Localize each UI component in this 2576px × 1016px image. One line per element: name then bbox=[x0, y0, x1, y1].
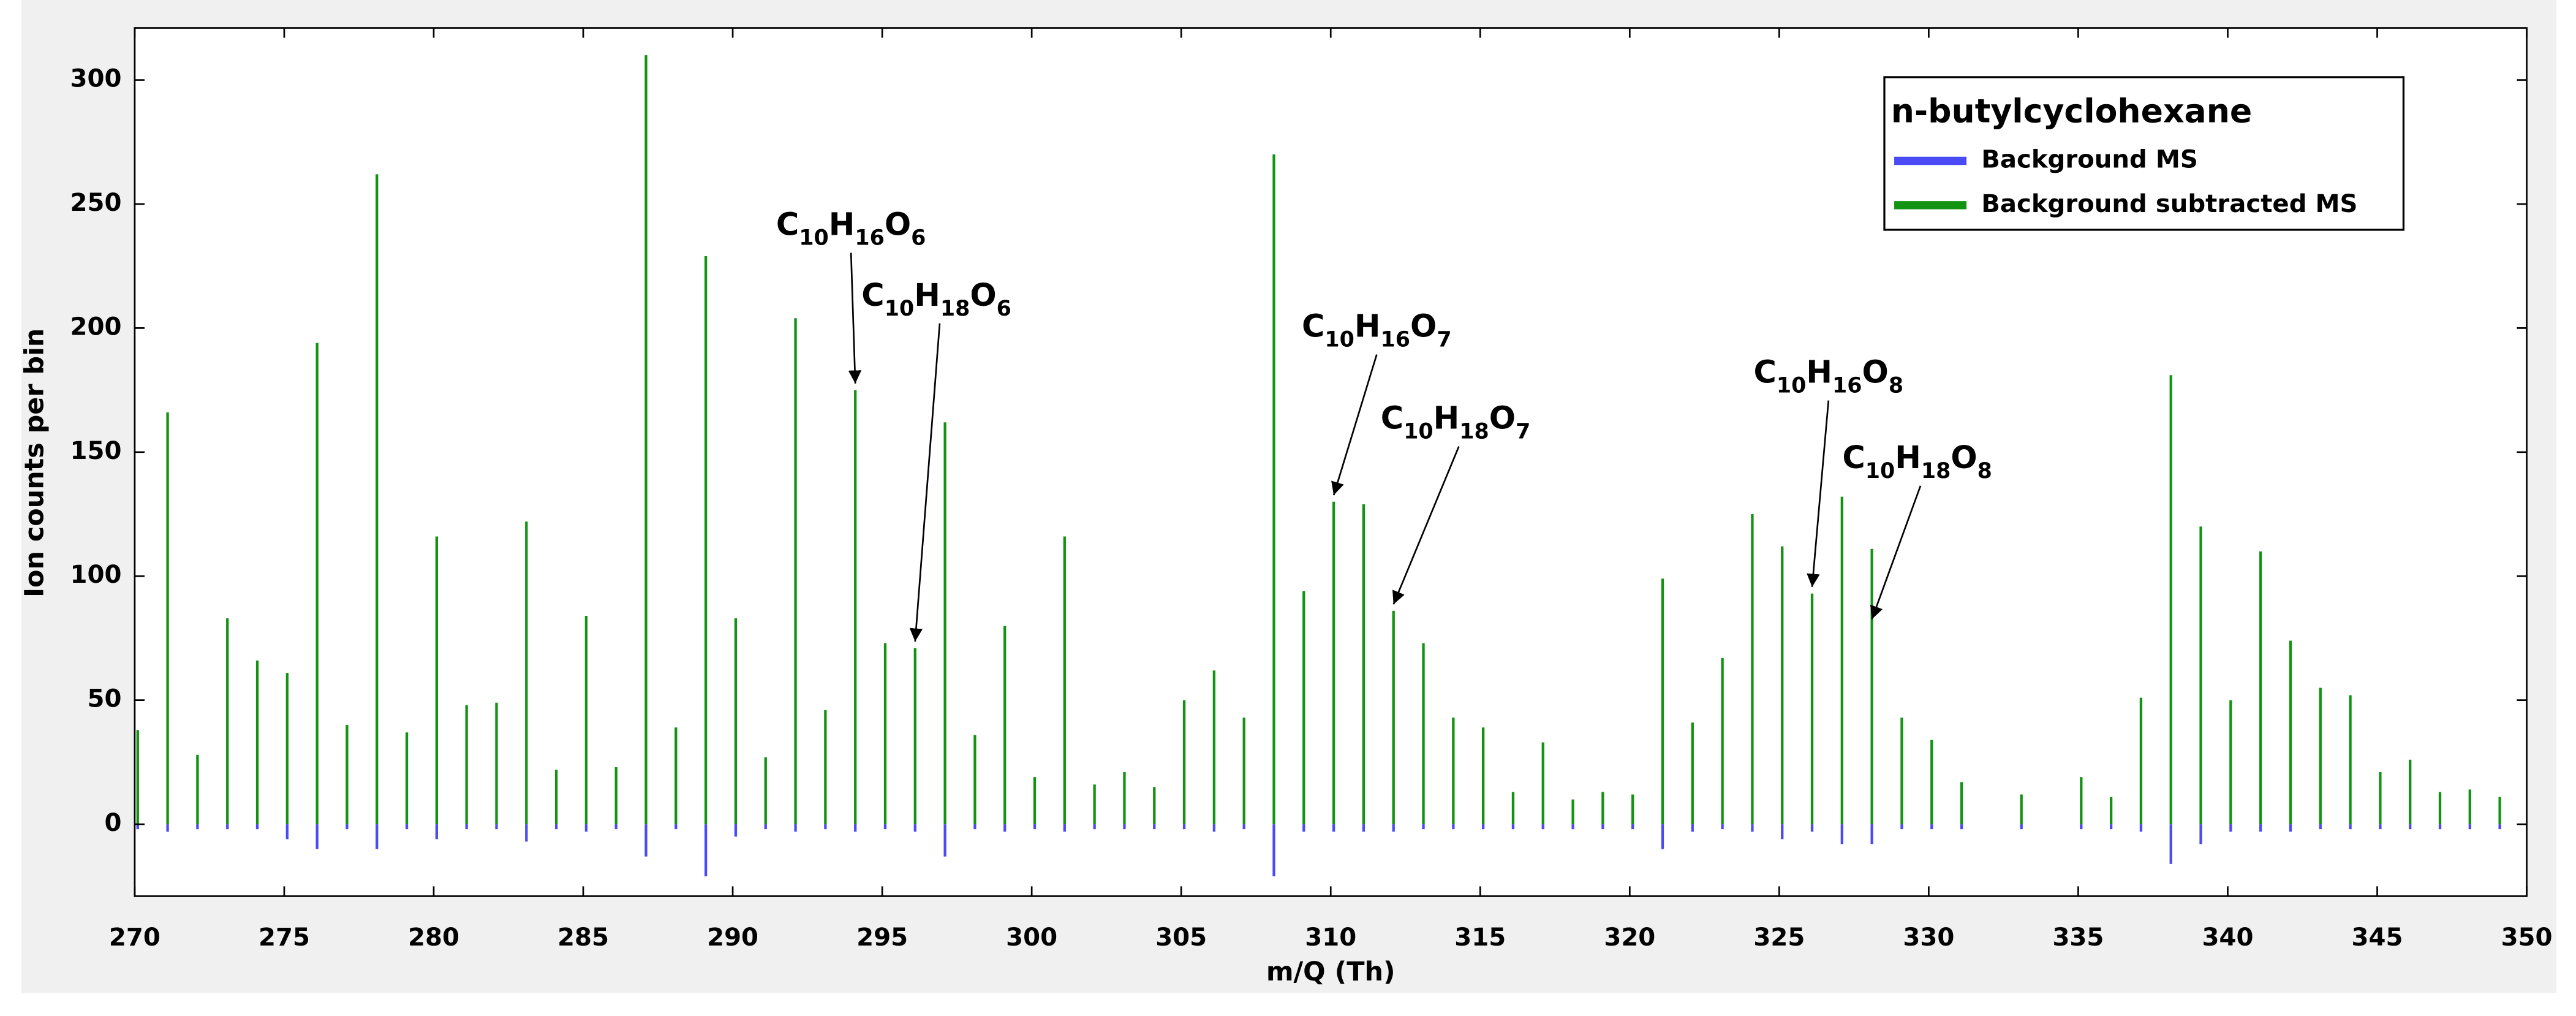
x-tick-label: 345 bbox=[2352, 923, 2403, 952]
annotation-label: C10H16O8 bbox=[1754, 355, 1904, 398]
x-tick-label: 350 bbox=[2501, 923, 2553, 952]
x-tick-label: 310 bbox=[1305, 923, 1356, 952]
x-tick-label: 290 bbox=[707, 923, 758, 952]
legend: n-butylcyclohexane Background MS Backgroun… bbox=[1883, 76, 2405, 231]
plot-frame bbox=[134, 27, 2528, 897]
y-tick-label: 200 bbox=[70, 313, 122, 341]
legend-label: Background subtracted MS bbox=[1981, 190, 2357, 218]
y-tick-label: 50 bbox=[87, 685, 121, 713]
x-tick-label: 325 bbox=[1753, 923, 1805, 952]
x-tick-label: 330 bbox=[1903, 923, 1954, 952]
annotation-label: C10H18O7 bbox=[1381, 401, 1531, 444]
annotation-arrow bbox=[1392, 446, 1460, 605]
annotation-arrow bbox=[909, 323, 941, 642]
x-tick-label: 315 bbox=[1454, 923, 1506, 952]
y-axis-label: Ion counts per bin bbox=[19, 328, 50, 597]
annotation-label: C10H16O6 bbox=[776, 207, 926, 251]
y-tick-label: 150 bbox=[70, 437, 122, 465]
x-tick-label: 305 bbox=[1155, 923, 1207, 952]
annotation-arrow bbox=[1870, 485, 1922, 620]
legend-box bbox=[1883, 76, 2405, 231]
x-tick-label: 340 bbox=[2202, 923, 2253, 952]
x-tick-label: 270 bbox=[109, 923, 161, 952]
legend-label: Background MS bbox=[1981, 146, 2198, 174]
x-tick-label: 335 bbox=[2052, 923, 2104, 952]
y-tick-label: 100 bbox=[70, 561, 122, 589]
annotation-label: C10H16O7 bbox=[1302, 309, 1452, 352]
x-tick-label: 300 bbox=[1006, 923, 1057, 952]
y-tick-label: 0 bbox=[104, 809, 121, 837]
y-tick-label: 250 bbox=[70, 189, 122, 217]
annotation-arrow bbox=[1331, 354, 1378, 496]
x-tick-label: 295 bbox=[856, 923, 908, 952]
annotation-arrow bbox=[848, 252, 862, 384]
x-tick-label: 285 bbox=[557, 923, 609, 952]
annotation-label: C10H18O8 bbox=[1842, 440, 1992, 483]
annotation-arrow bbox=[1807, 400, 1830, 587]
x-tick-label: 280 bbox=[408, 923, 459, 952]
x-axis-label: m/Q (Th) bbox=[1266, 957, 1396, 987]
y-tick-label: 300 bbox=[70, 65, 122, 93]
legend-title: n-butylcyclohexane bbox=[1891, 91, 2253, 130]
x-tick-label: 320 bbox=[1604, 923, 1655, 952]
x-tick-label: 275 bbox=[259, 923, 310, 952]
annotation-label: C10H18O6 bbox=[861, 278, 1011, 321]
